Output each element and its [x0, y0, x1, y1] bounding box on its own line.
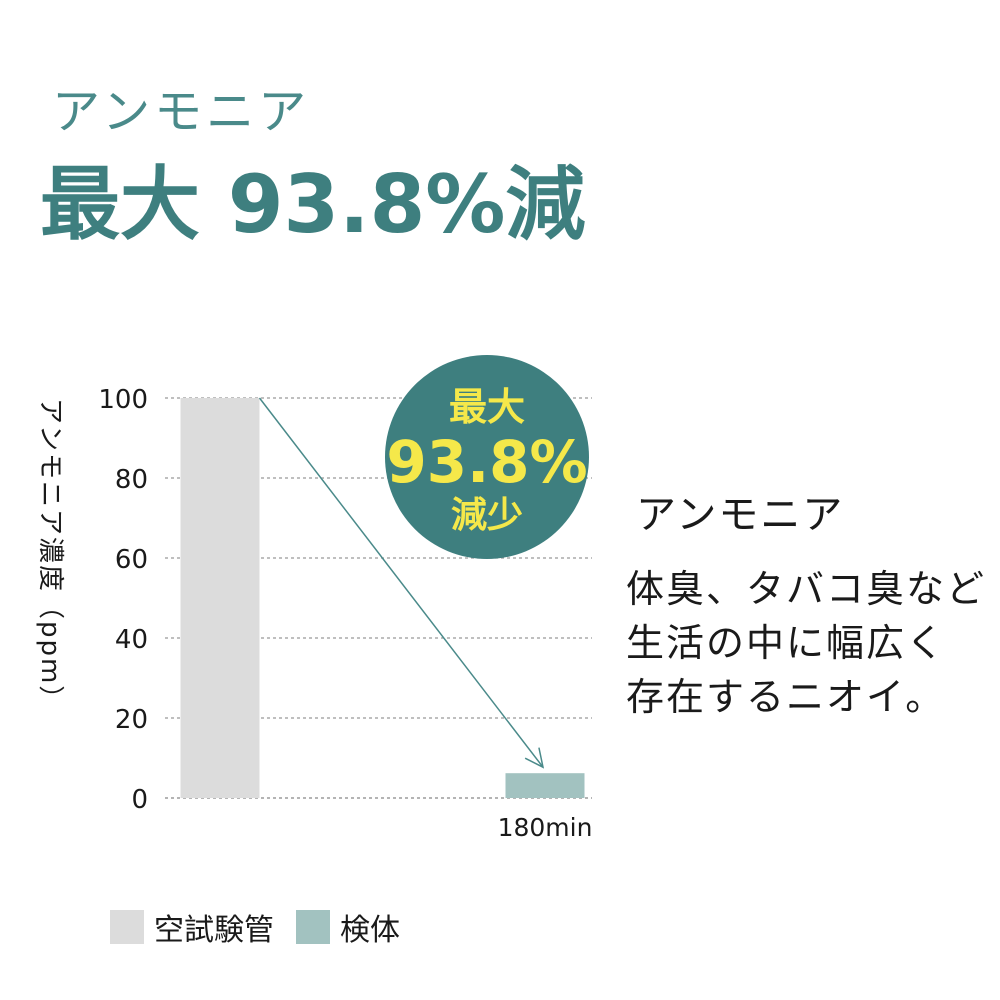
legend-label-sample: 検体 [340, 913, 400, 948]
badge-circle [385, 355, 589, 559]
badge-line2: 93.8% [386, 428, 587, 496]
legend-label-control: 空試験管 [154, 913, 274, 948]
badge-line3: 減少 [451, 495, 523, 536]
description-title: アンモニア [636, 492, 845, 538]
headline: 最大 93.8%減 [40, 158, 586, 251]
reduction-badge: 最大 93.8% 減少 [385, 355, 589, 559]
y-tick-label-20: 20 [115, 705, 148, 735]
legend-swatch-control [110, 910, 144, 944]
x-tick-labels: 180min [498, 813, 593, 842]
bar-sample-1 [505, 773, 585, 798]
legend-swatch-sample [296, 910, 330, 944]
arrow-line [258, 397, 544, 768]
reduction-arrow [258, 397, 545, 769]
legend-item-control: 空試験管 [110, 907, 274, 948]
y-tick-label-60: 60 [115, 545, 148, 575]
x-tick-label-1: 180min [498, 813, 593, 842]
chart-subtitle: アンモニア [52, 84, 311, 140]
y-ticks: 0 20 40 60 80 100 [98, 385, 148, 815]
description-line-3: 存在するニオイ。 [626, 675, 946, 719]
y-axis-label: アンモニア濃度（ppm） [35, 398, 65, 713]
bars [180, 398, 585, 798]
description-line-1: 体臭、タバコ臭など [626, 567, 987, 611]
arrow-head [524, 747, 545, 769]
y-tick-label-80: 80 [115, 465, 148, 495]
bar-control-0 [180, 398, 260, 798]
y-tick-label-100: 100 [98, 385, 148, 415]
badge-line1: 最大 [449, 385, 525, 429]
legend-item-sample: 検体 [296, 907, 400, 948]
y-tick-label-40: 40 [115, 625, 148, 655]
description-line-2: 生活の中に幅広く [626, 621, 947, 665]
y-tick-label-0: 0 [131, 785, 148, 815]
